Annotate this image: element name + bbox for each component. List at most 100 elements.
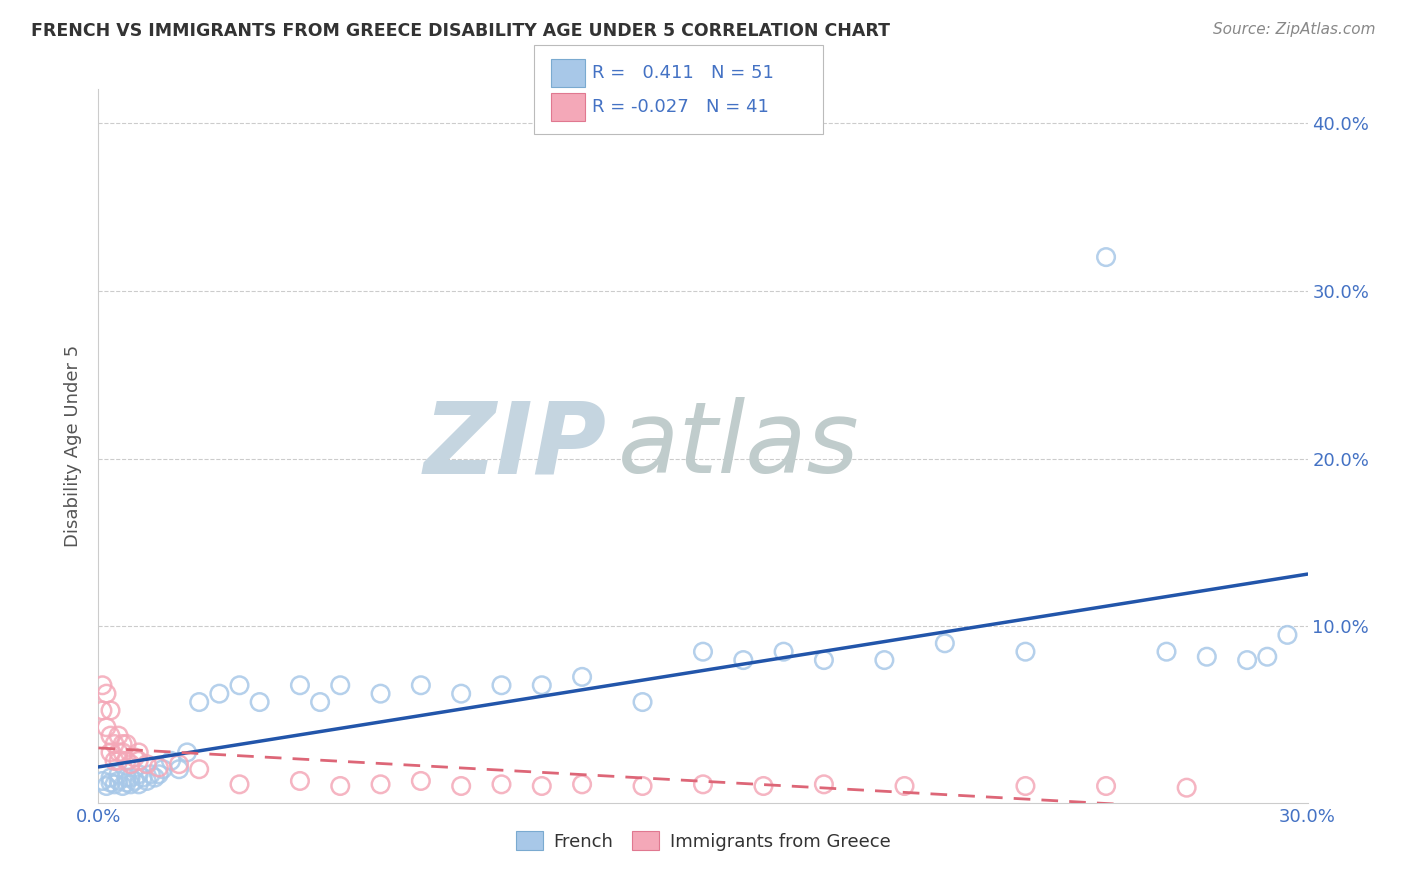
Point: [329, 779, 352, 793]
Text: Source: ZipAtlas.com: Source: ZipAtlas.com: [1212, 22, 1375, 37]
Point: [107, 729, 129, 743]
Point: [96, 687, 118, 701]
Point: [135, 757, 157, 772]
Point: [107, 774, 129, 789]
Point: [111, 779, 134, 793]
Point: [160, 754, 183, 768]
Point: [1014, 645, 1036, 659]
Point: [128, 777, 150, 791]
Point: [1277, 628, 1299, 642]
Point: [409, 678, 432, 692]
Text: R = -0.027   N = 41: R = -0.027 N = 41: [592, 98, 769, 116]
Point: [288, 678, 311, 692]
Point: [370, 777, 392, 791]
Point: [107, 767, 129, 781]
Point: [813, 777, 835, 791]
Point: [530, 779, 553, 793]
Point: [692, 777, 714, 791]
Point: [491, 777, 513, 791]
Point: [115, 754, 138, 768]
Point: [752, 779, 775, 793]
Point: [167, 757, 190, 772]
Text: FRENCH VS IMMIGRANTS FROM GREECE DISABILITY AGE UNDER 5 CORRELATION CHART: FRENCH VS IMMIGRANTS FROM GREECE DISABIL…: [31, 22, 890, 40]
Point: [1195, 649, 1218, 664]
Point: [100, 729, 122, 743]
Point: [100, 775, 122, 789]
Point: [1095, 779, 1118, 793]
Point: [152, 762, 174, 776]
Point: [692, 645, 714, 659]
Point: [631, 695, 654, 709]
Point: [115, 771, 138, 785]
Point: [167, 762, 190, 776]
Point: [813, 653, 835, 667]
Point: [100, 771, 122, 785]
Point: [733, 653, 755, 667]
Point: [96, 779, 118, 793]
Point: [128, 746, 150, 760]
Point: [111, 746, 134, 760]
Point: [571, 670, 593, 684]
Point: [100, 746, 122, 760]
Point: [135, 774, 157, 789]
Point: [176, 746, 198, 760]
Point: [120, 757, 142, 772]
Point: [934, 636, 956, 650]
Point: [124, 774, 146, 789]
Point: [288, 774, 311, 789]
Point: [103, 777, 125, 791]
Y-axis label: Disability Age Under 5: Disability Age Under 5: [65, 345, 83, 547]
Point: [148, 760, 170, 774]
Point: [571, 777, 593, 791]
Point: [631, 779, 654, 793]
Point: [103, 754, 125, 768]
Point: [329, 678, 352, 692]
Point: [409, 774, 432, 789]
Point: [208, 687, 231, 701]
Point: [772, 645, 794, 659]
Text: R =   0.411   N = 51: R = 0.411 N = 51: [592, 64, 773, 82]
Text: ZIP: ZIP: [423, 398, 606, 494]
Point: [370, 687, 392, 701]
Point: [91, 703, 114, 717]
Point: [1156, 645, 1178, 659]
Point: [228, 777, 250, 791]
Point: [450, 687, 472, 701]
Point: [128, 767, 150, 781]
Point: [873, 653, 896, 667]
Point: [132, 771, 155, 785]
Text: atlas: atlas: [619, 398, 860, 494]
Point: [120, 777, 142, 791]
Point: [96, 720, 118, 734]
Point: [107, 746, 129, 760]
Point: [530, 678, 553, 692]
Point: [249, 695, 271, 709]
Point: [103, 737, 125, 751]
Point: [893, 779, 915, 793]
Point: [188, 762, 211, 776]
Point: [139, 767, 162, 781]
Point: [115, 737, 138, 751]
Point: [100, 703, 122, 717]
Point: [128, 754, 150, 768]
Point: [107, 754, 129, 768]
Point: [111, 737, 134, 751]
Point: [188, 695, 211, 709]
Point: [450, 779, 472, 793]
Point: [91, 678, 114, 692]
Point: [309, 695, 332, 709]
Point: [124, 750, 146, 764]
Point: [228, 678, 250, 692]
Point: [115, 775, 138, 789]
Point: [1014, 779, 1036, 793]
Point: [1256, 649, 1278, 664]
Point: [1175, 780, 1198, 795]
Point: [120, 771, 142, 785]
Point: [491, 678, 513, 692]
Point: [91, 774, 114, 789]
Point: [143, 771, 166, 785]
Point: [1236, 653, 1258, 667]
Point: [148, 767, 170, 781]
Legend: French, Immigrants from Greece: French, Immigrants from Greece: [509, 824, 897, 858]
Point: [1095, 250, 1118, 264]
